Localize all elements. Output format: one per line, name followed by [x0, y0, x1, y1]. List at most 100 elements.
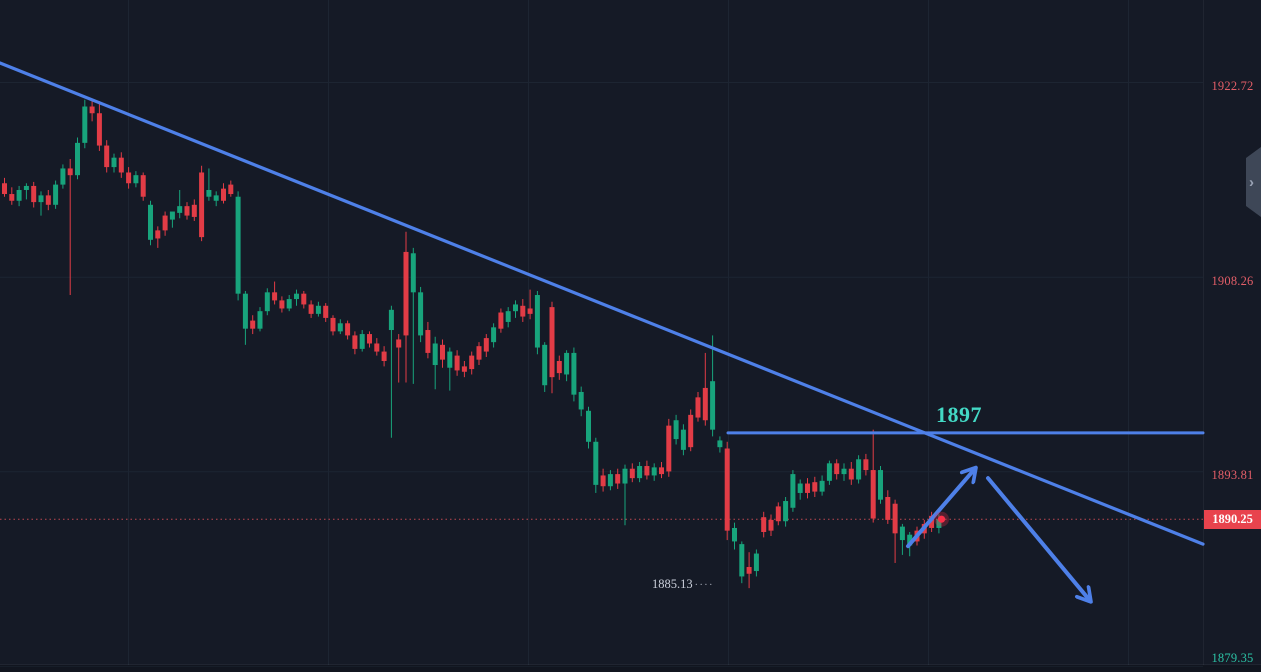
candle-body — [505, 311, 511, 322]
candle-body — [53, 184, 59, 205]
candle-body — [169, 211, 175, 220]
last-price-dot — [937, 515, 946, 523]
candle-body — [96, 113, 102, 146]
candle-body — [520, 305, 526, 317]
candle-body — [301, 293, 307, 305]
axis-price-label: 1893.81 — [1211, 468, 1254, 483]
candle-body — [345, 323, 351, 336]
candle-body — [440, 344, 445, 360]
swing-low-leader-dots: ···· — [694, 580, 714, 592]
candle-body — [483, 338, 489, 352]
candle-body — [23, 185, 29, 190]
chevron-right-icon[interactable]: › — [1249, 174, 1254, 191]
candle-body — [892, 503, 898, 534]
candle-body — [702, 387, 708, 421]
resistance-level-label[interactable]: 1897 — [936, 401, 982, 427]
candle-body — [673, 420, 679, 440]
candle-body — [454, 355, 460, 371]
candle-body — [286, 299, 292, 309]
candle-body — [45, 195, 51, 205]
candle-body — [111, 157, 117, 168]
descending-trendline[interactable] — [0, 61, 1205, 546]
candle-body — [586, 410, 591, 442]
candle-body — [199, 172, 205, 238]
candle-body — [337, 323, 343, 332]
candle-body — [775, 506, 781, 522]
candle-body — [403, 251, 409, 336]
candle-body — [826, 463, 832, 481]
candle-body — [315, 305, 321, 314]
candle-body — [60, 168, 66, 185]
candle-body — [534, 295, 540, 348]
candle-body — [637, 466, 643, 479]
candle-body — [213, 195, 219, 201]
candle-body — [593, 441, 599, 485]
candle-body — [264, 292, 270, 312]
side-panel-toggle[interactable] — [1246, 147, 1261, 217]
candle-body — [418, 292, 424, 336]
axis-price-label: 1879.35 — [1211, 650, 1254, 665]
candle-body — [272, 292, 278, 301]
candle-body — [279, 300, 285, 309]
candle-body — [425, 330, 431, 353]
candle-body — [323, 305, 329, 318]
candle-body — [783, 501, 789, 522]
candle-body — [651, 467, 657, 476]
candle-body — [2, 183, 7, 195]
candle-body — [381, 351, 387, 361]
candle-body — [469, 355, 475, 370]
candle-body — [38, 195, 44, 203]
candle-body — [374, 343, 380, 352]
candle-body — [695, 397, 701, 418]
candle-body — [885, 496, 891, 520]
candle-body — [768, 519, 774, 531]
candle-body — [797, 483, 803, 493]
candle-body — [367, 334, 372, 344]
candle-body — [9, 194, 15, 201]
candle-body — [294, 293, 299, 300]
candle-body — [571, 352, 577, 395]
current-price-badge: 1890.25 — [1204, 509, 1261, 529]
candle-body — [206, 189, 212, 197]
candle-body — [476, 346, 482, 360]
candle-body — [184, 206, 190, 216]
candle-body — [761, 517, 767, 533]
candle-body — [659, 467, 664, 475]
candle-body — [67, 168, 73, 176]
candle-body — [16, 189, 22, 201]
time-axis-strip[interactable] — [0, 665, 1261, 672]
swing-low-price-label: 1885.13 ···· — [652, 577, 714, 592]
candle-body — [75, 142, 80, 176]
candle-body — [235, 196, 241, 294]
candle-body — [155, 230, 161, 239]
candle-body — [629, 468, 635, 479]
down-arrow[interactable] — [986, 476, 1090, 601]
candle-body — [622, 468, 628, 484]
candle-body — [564, 352, 570, 375]
axis-price-label: 1922.72 — [1211, 79, 1254, 93]
candle-body — [31, 185, 37, 203]
candle-body — [447, 351, 453, 368]
candle-body — [118, 157, 124, 173]
candle-body — [556, 360, 562, 374]
candle-body — [352, 335, 358, 349]
candle-body — [878, 470, 883, 500]
candle-body — [191, 204, 197, 217]
candle-body — [242, 293, 248, 329]
up-arrow[interactable] — [906, 469, 975, 549]
candle-body — [148, 204, 153, 240]
candle-body — [841, 468, 847, 475]
candle-body — [856, 459, 862, 480]
candle-body — [162, 215, 168, 231]
candle-body — [542, 344, 548, 386]
candle-body — [739, 544, 745, 577]
candle-body — [308, 304, 314, 314]
candle-body — [250, 320, 256, 329]
candle-body — [221, 188, 226, 201]
candle-body — [578, 391, 584, 410]
candle-body — [228, 184, 234, 195]
candle-body — [710, 381, 716, 430]
candle-body — [753, 553, 759, 572]
